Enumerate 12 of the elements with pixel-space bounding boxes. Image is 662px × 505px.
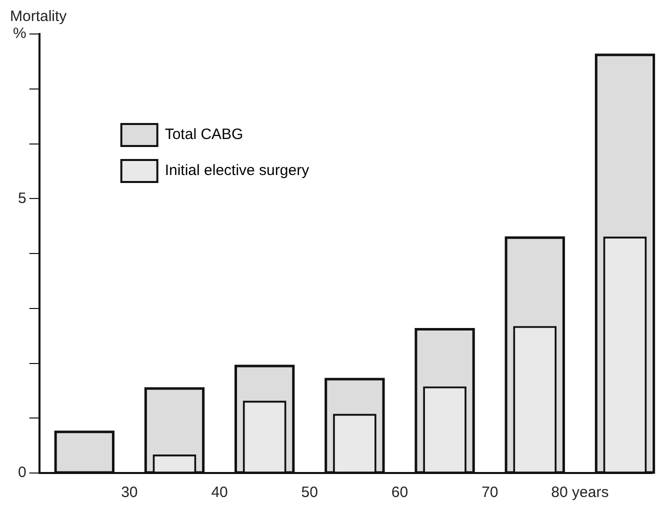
legend-label: Initial elective surgery [164, 162, 310, 180]
x-tick-label: 30 [121, 484, 138, 502]
x-tick-label: 80 years [551, 484, 609, 502]
legend-label: Total CABG [164, 126, 244, 144]
y-axis-title: Mortality [10, 8, 67, 25]
x-tick-label: 40 [211, 484, 228, 502]
x-tick-label: 60 [391, 484, 408, 502]
y-tick-label: 0 [18, 464, 26, 482]
y-tick-label: 5 [18, 190, 26, 207]
x-tick-label: 50 [301, 484, 318, 502]
y-tick-label: % [12, 25, 26, 42]
x-tick-label: 70 [481, 484, 498, 502]
